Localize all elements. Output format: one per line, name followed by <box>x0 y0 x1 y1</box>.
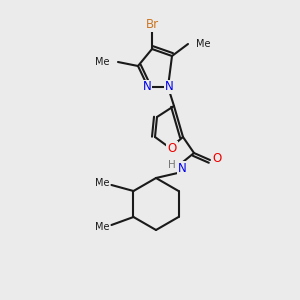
Text: Me: Me <box>196 39 211 49</box>
Text: N: N <box>178 161 186 175</box>
Text: O: O <box>212 152 222 164</box>
Text: Br: Br <box>146 19 159 32</box>
Text: H: H <box>168 160 176 170</box>
Text: N: N <box>165 80 173 94</box>
Text: N: N <box>142 80 152 94</box>
Text: Me: Me <box>95 57 110 67</box>
Text: O: O <box>167 142 177 154</box>
Text: Me: Me <box>95 178 109 188</box>
Text: Me: Me <box>95 222 109 232</box>
